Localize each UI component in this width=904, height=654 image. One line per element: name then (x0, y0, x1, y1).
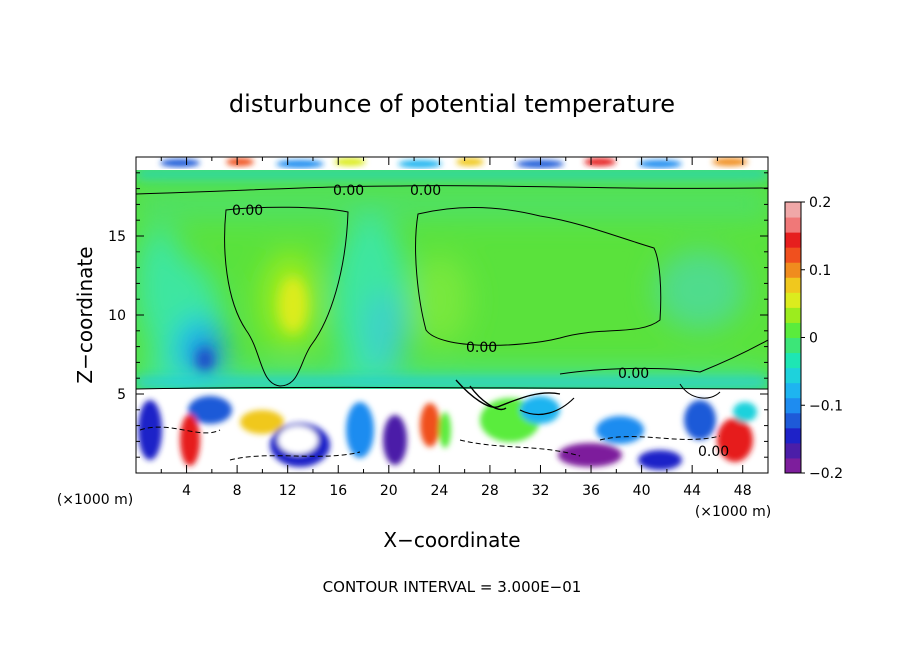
lower-layer-colors (138, 396, 757, 470)
x-tick-label: 24 (430, 483, 448, 499)
colorbar-cell (785, 442, 801, 459)
colorbar-ticks: 0.2 0.1 0 −0.1 −0.2 (801, 195, 843, 482)
colorbar-cell (785, 352, 801, 369)
x-axis-left-unit: (×1000 m) (57, 492, 133, 508)
colorbar-cell (785, 322, 801, 338)
x-axis: 4 8 12 16 20 24 28 32 36 40 44 48 (160, 157, 752, 499)
colorbar-cells (785, 202, 801, 474)
colorbar-cell (785, 367, 801, 384)
chart-title: disturbunce of potential temperature (229, 90, 675, 118)
colorbar-cell (785, 292, 801, 308)
plot-area (136, 157, 768, 473)
field-smooth-layer (136, 190, 768, 400)
colorbar-cell (785, 232, 801, 248)
contour-interval-note: CONTOUR INTERVAL = 3.000E−01 (323, 578, 582, 596)
colorbar-cell (785, 277, 801, 293)
x-axis-right-unit: (×1000 m) (695, 504, 771, 520)
colorbar-tick-label: 0.1 (809, 263, 831, 279)
y-tick-label: 15 (108, 229, 126, 245)
colorbar-tick-label: −0.2 (809, 466, 843, 482)
colorbar-cell (785, 457, 801, 474)
colorbar-cell (785, 397, 801, 414)
contour-label: 0.00 (232, 203, 263, 219)
y-axis-title: Z−coordinate (73, 246, 97, 383)
contour-label: 0.00 (466, 340, 497, 356)
colorbar-cell (785, 247, 801, 263)
colorbar-cell (785, 412, 801, 429)
colorbar-cell (785, 337, 801, 354)
colorbar-cell (785, 307, 801, 323)
x-tick-label: 48 (734, 483, 752, 499)
y-tick-label: 10 (108, 308, 126, 324)
colorbar: 0.2 0.1 0 −0.1 −0.2 (784, 195, 843, 482)
top-band-colors (160, 158, 748, 168)
contour-lines (136, 185, 768, 461)
x-tick-label: 12 (279, 483, 297, 499)
contour-label: 0.00 (698, 444, 729, 460)
colorbar-cell (785, 382, 801, 399)
colorbar-cell (785, 217, 801, 233)
x-tick-label: 40 (633, 483, 651, 499)
y-axis: 5 10 15 (108, 172, 768, 458)
x-tick-label: 4 (182, 483, 191, 499)
x-tick-label: 32 (532, 483, 550, 499)
contour-labels: 0.00 0.00 0.00 0.00 0.00 0.00 (232, 183, 729, 460)
colorbar-tick-label: 0.2 (809, 195, 831, 211)
x-tick-label: 20 (380, 483, 398, 499)
x-tick-label: 8 (233, 483, 242, 499)
colorbar-tick-label: 0 (809, 331, 818, 347)
contour-label: 0.00 (333, 183, 364, 199)
x-tick-label: 36 (582, 483, 600, 499)
colorbar-cell (785, 262, 801, 278)
x-tick-label: 28 (481, 483, 499, 499)
contour-label: 0.00 (410, 183, 441, 199)
colorbar-cell (785, 202, 801, 218)
x-axis-title: X−coordinate (383, 528, 520, 552)
colorbar-cell (785, 427, 801, 444)
x-tick-label: 16 (329, 483, 347, 499)
y-tick-label: 5 (117, 387, 126, 403)
x-tick-label: 44 (683, 483, 701, 499)
colorbar-tick-label: −0.1 (809, 398, 843, 414)
field-detail-layer (136, 170, 768, 387)
contour-label: 0.00 (618, 366, 649, 382)
